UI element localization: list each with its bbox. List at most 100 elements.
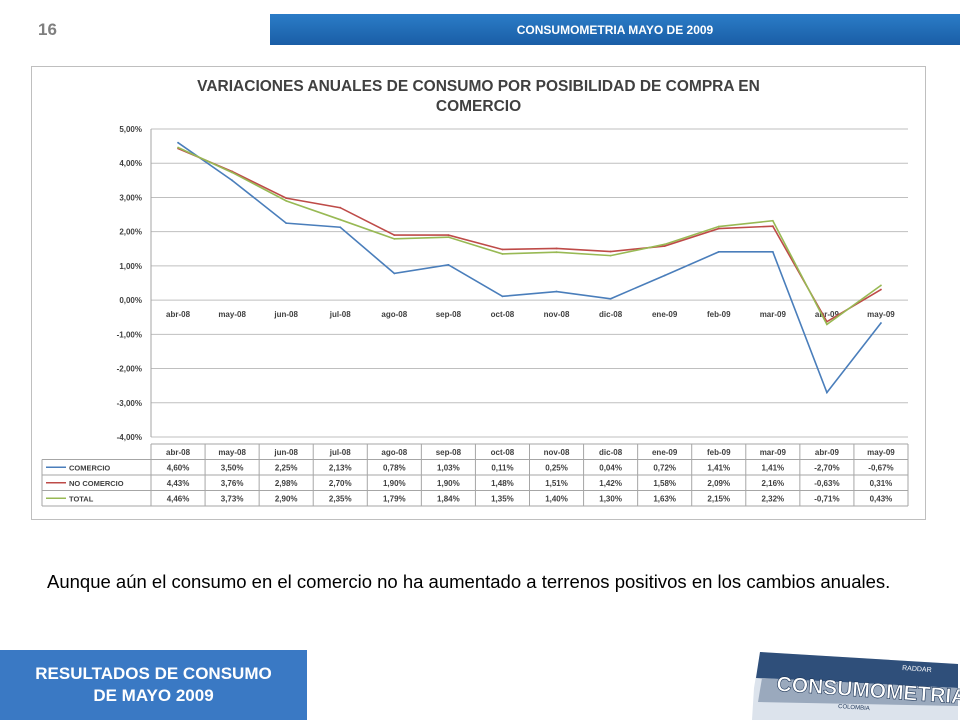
x-tick-label: ago-08: [381, 310, 407, 319]
data-point: [609, 297, 612, 300]
table-value-cell: 0,25%: [545, 464, 568, 473]
x-tick-label: may-08: [218, 310, 246, 319]
svg-text:COLOMBIA: COLOMBIA: [838, 704, 870, 712]
table-header-cell: nov-08: [544, 448, 570, 457]
y-tick-label: 4,00%: [119, 159, 142, 168]
chart-title-line2: COMERCIO: [435, 98, 522, 115]
table-value-cell: 3,73%: [221, 495, 244, 504]
table-value-cell: 0,43%: [870, 495, 893, 504]
table-value-cell: 1,63%: [653, 495, 676, 504]
data-point: [393, 234, 396, 236]
consumometria-logo: CONSUMOMETRIA RADDAR COLOMBIA: [752, 652, 960, 720]
table-header-cell: may-09: [867, 448, 895, 457]
data-point: [717, 225, 720, 228]
data-point: [231, 179, 234, 182]
table-value-cell: -0,67%: [868, 464, 893, 473]
table-value-cell: 2,35%: [329, 495, 352, 504]
table-value-cell: 1,42%: [599, 479, 622, 488]
data-point: [825, 323, 828, 326]
x-tick-label: jun-08: [273, 310, 298, 319]
table-value-cell: -0,63%: [814, 479, 839, 488]
x-tick-label: ene-09: [652, 310, 678, 319]
header-title: CONSUMOMETRIA MAYO DE 2009: [516, 22, 714, 37]
table-value-cell: 2,70%: [329, 479, 352, 488]
data-point: [339, 226, 342, 229]
chart-title-line1: VARIACIONES ANUALES DE CONSUMO POR POSIB…: [197, 78, 760, 95]
table-value-cell: -0,71%: [814, 495, 839, 504]
data-point: [771, 225, 774, 228]
x-tick-label: sep-08: [436, 310, 462, 319]
data-point: [771, 219, 774, 222]
x-tick-label: oct-08: [491, 310, 515, 319]
data-point: [555, 251, 558, 254]
y-tick-label: -4,00%: [117, 433, 142, 442]
table-value-cell: -2,70%: [814, 464, 839, 473]
y-tick-label: 2,00%: [119, 228, 142, 237]
data-point: [285, 222, 288, 225]
table-value-cell: 0,04%: [599, 464, 622, 473]
data-point: [663, 245, 666, 247]
series-line-no-comercio: [177, 147, 882, 323]
x-tick-label: may-09: [867, 310, 895, 319]
data-point: [447, 263, 450, 266]
data-point: [880, 288, 882, 291]
data-point: [447, 236, 450, 239]
data-point: [339, 218, 342, 221]
table-header-cell: may-08: [218, 448, 246, 457]
y-tick-label: 1,00%: [119, 262, 142, 271]
data-point: [663, 274, 666, 277]
table-value-cell: 2,16%: [761, 479, 784, 488]
table-value-cell: 1,51%: [545, 479, 568, 488]
series-line-comercio: [177, 142, 882, 395]
data-point: [447, 234, 450, 236]
footer-box: RESULTADOS DE CONSUMO DE MAYO 2009: [0, 650, 307, 720]
table-header-cell: oct-08: [491, 448, 515, 457]
table-value-cell: 4,43%: [167, 479, 190, 488]
data-point: [501, 253, 504, 255]
table-value-cell: 1,41%: [707, 464, 730, 473]
table-value-cell: 1,30%: [599, 495, 622, 504]
data-point: [717, 227, 720, 230]
legend-label: COMERCIO: [69, 463, 110, 472]
table-header-cell: mar-09: [760, 448, 787, 457]
y-tick-label: -3,00%: [117, 399, 142, 408]
x-tick-label: nov-08: [544, 310, 570, 319]
data-point: [609, 254, 612, 257]
data-point: [880, 284, 882, 287]
table-value-cell: 1,90%: [437, 479, 460, 488]
data-point: [555, 247, 558, 250]
data-point: [663, 243, 666, 246]
data-point: [555, 290, 558, 293]
table-value-cell: 1,35%: [491, 495, 514, 504]
table-value-cell: 2,15%: [707, 495, 730, 504]
x-tick-label: abr-09: [815, 310, 840, 319]
x-tick-label: abr-08: [166, 310, 191, 319]
table-value-cell: 1,40%: [545, 495, 568, 504]
y-tick-label: -2,00%: [117, 365, 142, 374]
data-point: [609, 250, 612, 253]
table-header-cell: abr-09: [815, 448, 840, 457]
table-header-cell: jun-08: [273, 448, 298, 457]
table-value-cell: 1,84%: [437, 495, 460, 504]
y-tick-label: 0,00%: [119, 296, 142, 305]
data-point: [717, 250, 720, 253]
x-tick-label: feb-09: [707, 310, 731, 319]
data-point: [393, 272, 396, 275]
table-value-cell: 0,78%: [383, 464, 406, 473]
table-value-cell: 1,41%: [761, 464, 784, 473]
table-value-cell: 2,98%: [275, 479, 298, 488]
table-value-cell: 4,60%: [167, 464, 190, 473]
table-header-cell: sep-08: [436, 448, 462, 457]
y-tick-label: 3,00%: [119, 193, 142, 202]
table-header-cell: ene-09: [652, 448, 678, 457]
y-tick-label: -1,00%: [117, 330, 142, 339]
table-value-cell: 2,09%: [707, 479, 730, 488]
table-value-cell: 1,79%: [383, 495, 406, 504]
table-header-cell: ago-08: [381, 448, 407, 457]
table-value-cell: 1,58%: [653, 479, 676, 488]
legend-label: TOTAL: [69, 494, 94, 503]
table-value-cell: 4,46%: [167, 495, 190, 504]
series-line-total: [177, 146, 882, 326]
table-value-cell: 2,32%: [761, 495, 784, 504]
x-tick-label: dic-08: [599, 310, 623, 319]
